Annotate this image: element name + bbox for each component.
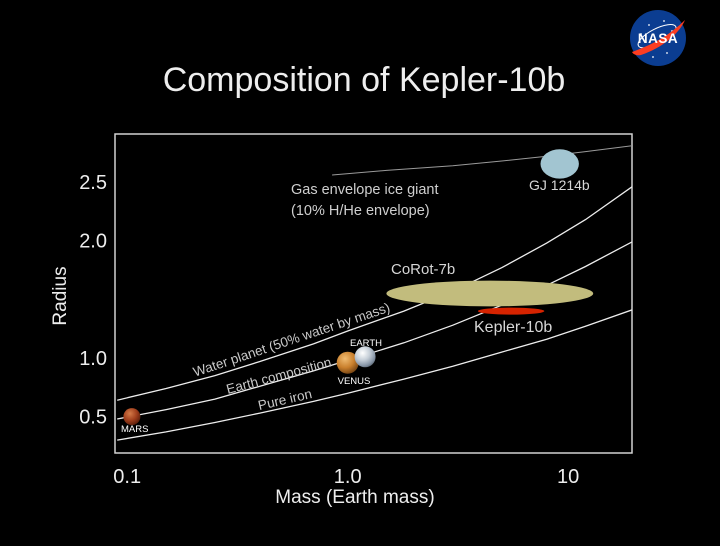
gas-envelope-label-line1: Gas envelope ice giant [291,182,439,198]
venus-label: VENUS [338,376,371,387]
kepler-10b-ellipse [477,307,545,315]
corot-7b-ellipse [386,280,594,307]
y-tick-2-0: 2.0 [79,231,107,253]
curve-water-planet [117,186,632,401]
venus-icon [336,351,359,374]
y-tick-1-0: 1.0 [79,348,107,370]
curve-gas-envelope-ice-giant [332,145,632,176]
y-axis-title: Radius [50,266,71,325]
x-tick-1-0: 1.0 [334,466,362,488]
curve-earth-composition [117,241,632,420]
nasa-logo-stars [640,20,673,58]
plot-frame [114,133,633,454]
x-tick-0-1: 0.1 [113,466,141,488]
corot-7b-label: CoRot-7b [391,261,455,278]
earth-label: EARTH [350,338,382,349]
curve-pure-iron [117,309,632,441]
y-axis-ticks: 2.5 2.0 1.0 0.5 [79,172,107,429]
x-axis-title: Mass (Earth mass) [275,487,434,508]
nasa-logo: NASA [630,10,686,66]
gj-1214b-ellipse [540,149,579,179]
earth-icon [354,346,376,368]
composition-curves [117,145,632,441]
x-axis-ticks: 0.1 1.0 10 [113,466,579,488]
gas-envelope-label-line2: (10% H/He envelope) [291,203,430,219]
nasa-logo-text: NASA [638,31,678,46]
mars-icon [123,408,141,426]
y-tick-0-5: 0.5 [79,407,107,429]
slide-title: Composition of Kepler-10b [163,61,566,99]
nasa-logo-swoosh [632,20,685,56]
y-tick-2-5: 2.5 [79,172,107,194]
mars-label: MARS [121,424,148,435]
kepler-10b-label: Kepler-10b [474,319,552,336]
gj-1214b-label: GJ 1214b [529,177,590,193]
x-tick-10: 10 [557,466,579,488]
